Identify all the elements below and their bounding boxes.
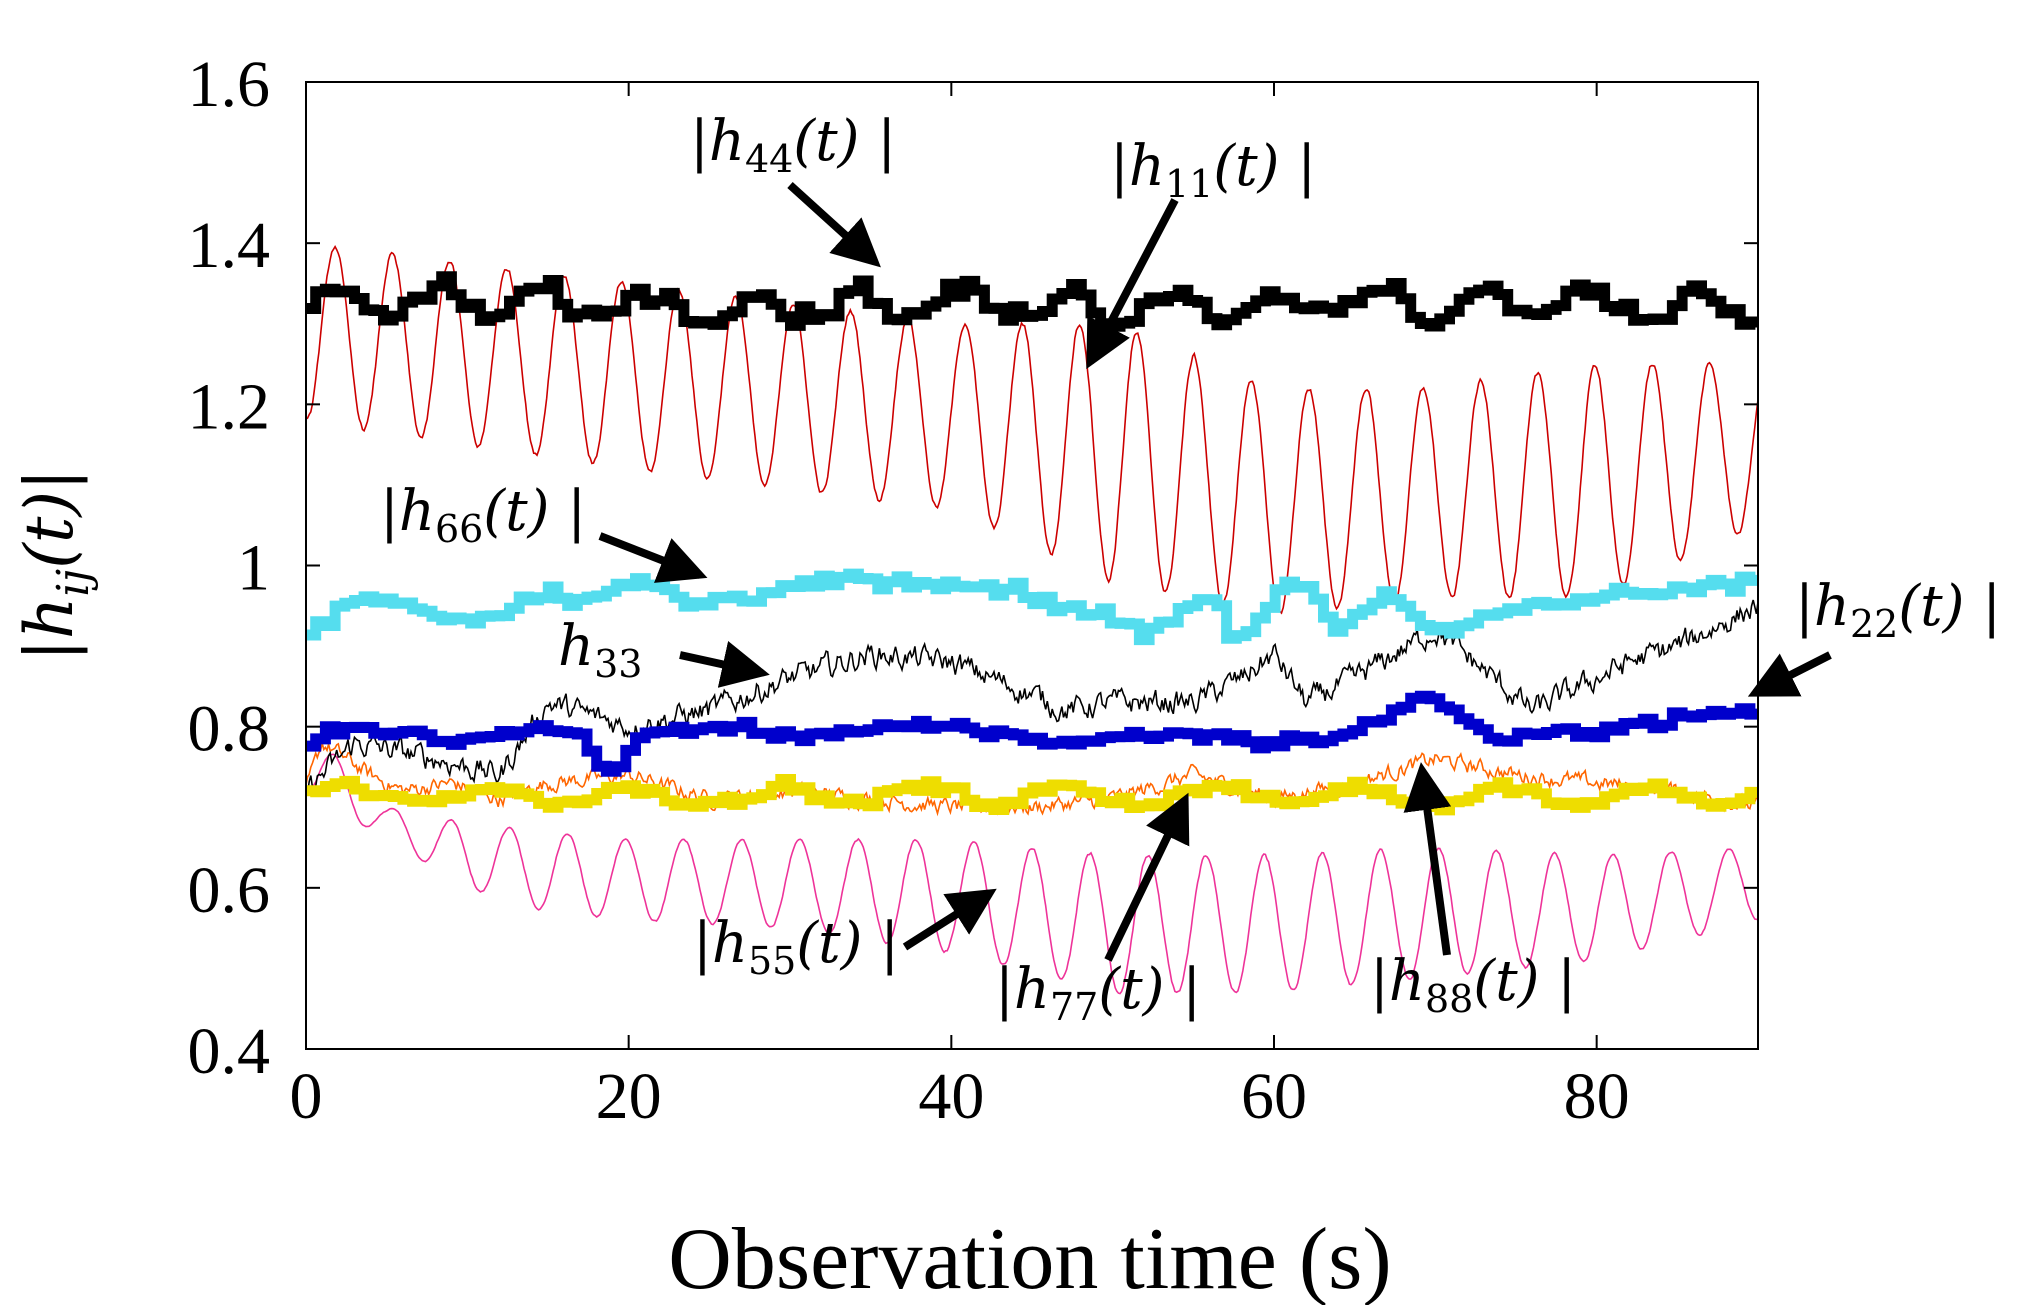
y-tick-label: 1.6 [188,48,271,121]
x-tick-label: 0 [290,1060,323,1133]
annotation-layer: |h44(t) | |h11(t) ||h66(t) |h33|h22(t) ||… [380,109,2001,1029]
y-tick-label: 1 [237,532,270,605]
series-line-h22 [306,690,1758,777]
annotation-label-rest: (t) | [1473,949,1576,1014]
annotation-label-main: |h [693,911,748,976]
annotation-label-main: |h [1795,574,1850,639]
annotation-label-sub: 33 [594,642,642,686]
y-axis-label-rest: (t)| [11,469,88,569]
annotation-label-h33: h33 [558,614,642,686]
annotation-label-sub: 88 [1425,977,1473,1021]
annotation-label-h22: |h22(t) | [1795,574,2001,646]
annotation-arrow-h66 [598,532,708,583]
annotation-label-sub: 44 [745,137,793,181]
y-axis-label-main: |h [11,597,88,662]
annotation-arrow-h77 [1104,792,1190,962]
annotation-label-main: |h [380,479,435,544]
annotation-label-main: h [558,614,594,679]
annotation-label-sub: 66 [435,507,483,551]
annotation-label-rest: (t) | [1213,134,1316,199]
series-layer [306,244,1758,995]
annotation-label-main: |h [1370,949,1425,1014]
annotation-label-rest: (t) | [1898,574,2001,639]
annotation-label-h44: |h44(t) | [690,109,896,181]
annotation-label-rest: (t) | [793,109,896,174]
x-tick-label: 40 [918,1060,984,1133]
annotation-label-sub: 77 [1050,985,1098,1029]
series-line-h77 [306,774,1758,816]
annotation-arrow-h88 [1403,762,1452,956]
x-axis-label: Observation time (s) [668,1211,1391,1305]
annotation-label-h88: |h88(t) | [1370,949,1576,1021]
annotation-label-h11: |h11(t) | [1110,134,1316,206]
annotation-label-h77: |h77(t) | [995,957,1201,1029]
annotation-arrow-h22 [1747,651,1832,697]
annotation-arrow-h11 [1086,198,1179,370]
annotation-label-rest: (t) | [1098,957,1201,1022]
x-tick-label: 20 [596,1060,662,1133]
plot-area [306,82,1758,1049]
x-tick-label: 60 [1241,1060,1307,1133]
annotation-label-rest: (t) | [796,911,899,976]
y-tick-label: 0.6 [188,854,271,927]
x-tick-label: 80 [1564,1060,1630,1133]
annotation-label-h55: |h55(t) | [693,911,899,983]
annotation-label-sub: 11 [1165,162,1213,206]
series-line-h33 [306,599,1758,796]
annotation-label-main: |h [690,109,745,174]
series-line-h66 [306,568,1758,646]
y-axis-label-sub: ij [48,569,99,597]
series-line-h55 [306,753,1758,995]
annotation-arrow-h33 [679,640,770,688]
annotation-arrow-h55 [902,888,997,951]
series-line-h11 [306,244,1758,615]
y-axis-label: |hij(t)| [11,469,99,662]
annotation-label-sub: 55 [748,939,796,983]
annotation-label-sub: 22 [1850,602,1898,646]
annotation-label-main: |h [995,957,1050,1022]
ticks-layer: 0 20 40 60 80 0.4 0.6 0.8 1 1.2 1.4 1.6 [188,48,1758,1133]
y-tick-label: 0.4 [188,1015,271,1088]
annotation-label-rest: (t) | [483,479,586,544]
series-line-h88 [306,742,1758,817]
y-tick-label: 1.2 [188,370,271,443]
annotation-label-main: |h [1110,134,1165,199]
y-tick-label: 0.8 [188,693,271,766]
annotation-arrow-h44 [787,182,881,268]
y-tick-label: 1.4 [188,209,271,282]
series-line-h44 [306,271,1758,332]
svg-text:|hij(t)|: |hij(t)| [11,469,99,662]
annotation-label-h66: |h66(t) | [380,479,586,551]
